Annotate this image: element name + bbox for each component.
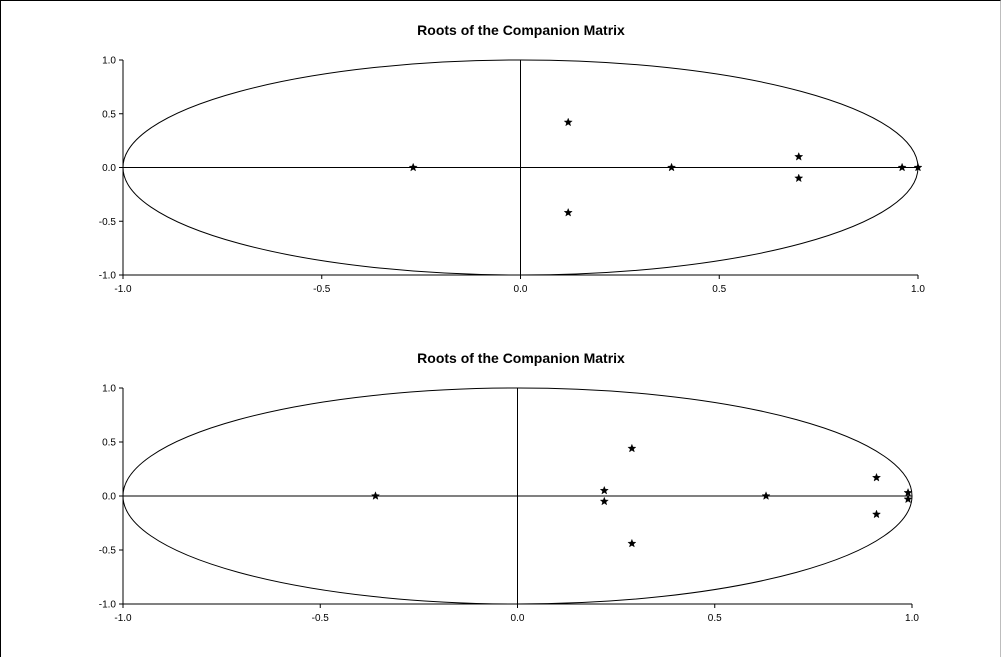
y-tick-label: -1.0 <box>99 600 117 611</box>
x-tick-label: 0.0 <box>511 613 525 624</box>
x-tick-label: -0.5 <box>313 284 331 295</box>
y-tick-label: -0.5 <box>99 217 117 228</box>
chart-title: Roots of the Companion Matrix <box>417 22 625 38</box>
root-marker <box>871 509 882 519</box>
root-marker <box>563 207 573 217</box>
root-marker <box>563 117 573 127</box>
x-tick-label: 0.5 <box>708 613 722 624</box>
root-marker <box>913 162 923 172</box>
root-marker <box>599 496 609 506</box>
x-tick-label: 1.0 <box>911 284 925 295</box>
root-marker <box>370 491 380 500</box>
y-tick-label: 0.0 <box>102 163 116 174</box>
root-marker <box>627 538 637 548</box>
root-marker <box>667 162 677 172</box>
chart-bottom: Roots of the Companion Matrix 1.0 0.5 0.0 -… <box>99 350 920 624</box>
y-tick-label: 1.0 <box>102 56 116 67</box>
y-tick-label: -1.0 <box>99 271 117 282</box>
axes: 1.0 0.5 0.0 -0.5 -1.0 -1.0 -0.5 0.0 0.5 1.0 <box>99 384 920 625</box>
axes: 1.0 0.5 0.0 -0.5 -1.0 -1.0 -0.5 0.0 0.5 1.0 <box>99 56 926 296</box>
y-tick-label: 0.5 <box>102 109 116 120</box>
x-tick-label: -1.0 <box>114 613 132 624</box>
y-tick-label: 0.0 <box>102 492 116 503</box>
data-points <box>408 117 923 217</box>
x-tick-label: -0.5 <box>312 613 330 624</box>
root-marker <box>627 443 637 453</box>
x-tick-label: 0.0 <box>514 284 528 295</box>
root-marker <box>761 491 771 500</box>
root-marker <box>794 151 804 161</box>
chart-title: Roots of the Companion Matrix <box>417 350 625 366</box>
root-marker <box>599 485 609 495</box>
root-marker <box>794 173 804 183</box>
x-tick-label: 1.0 <box>905 613 919 624</box>
chart-top: Roots of the Companion Matrix 1.0 0.5 0.0 -… <box>99 22 926 295</box>
root-marker <box>408 162 418 172</box>
y-tick-label: 0.5 <box>102 438 116 449</box>
root-marker <box>903 494 913 504</box>
x-tick-label: 0.5 <box>712 284 726 295</box>
root-marker <box>897 162 907 172</box>
y-tick-label: -0.5 <box>99 546 117 557</box>
y-tick-label: 1.0 <box>102 384 116 395</box>
root-marker <box>871 472 882 482</box>
data-points <box>370 443 913 548</box>
x-tick-label: -1.0 <box>114 284 132 295</box>
